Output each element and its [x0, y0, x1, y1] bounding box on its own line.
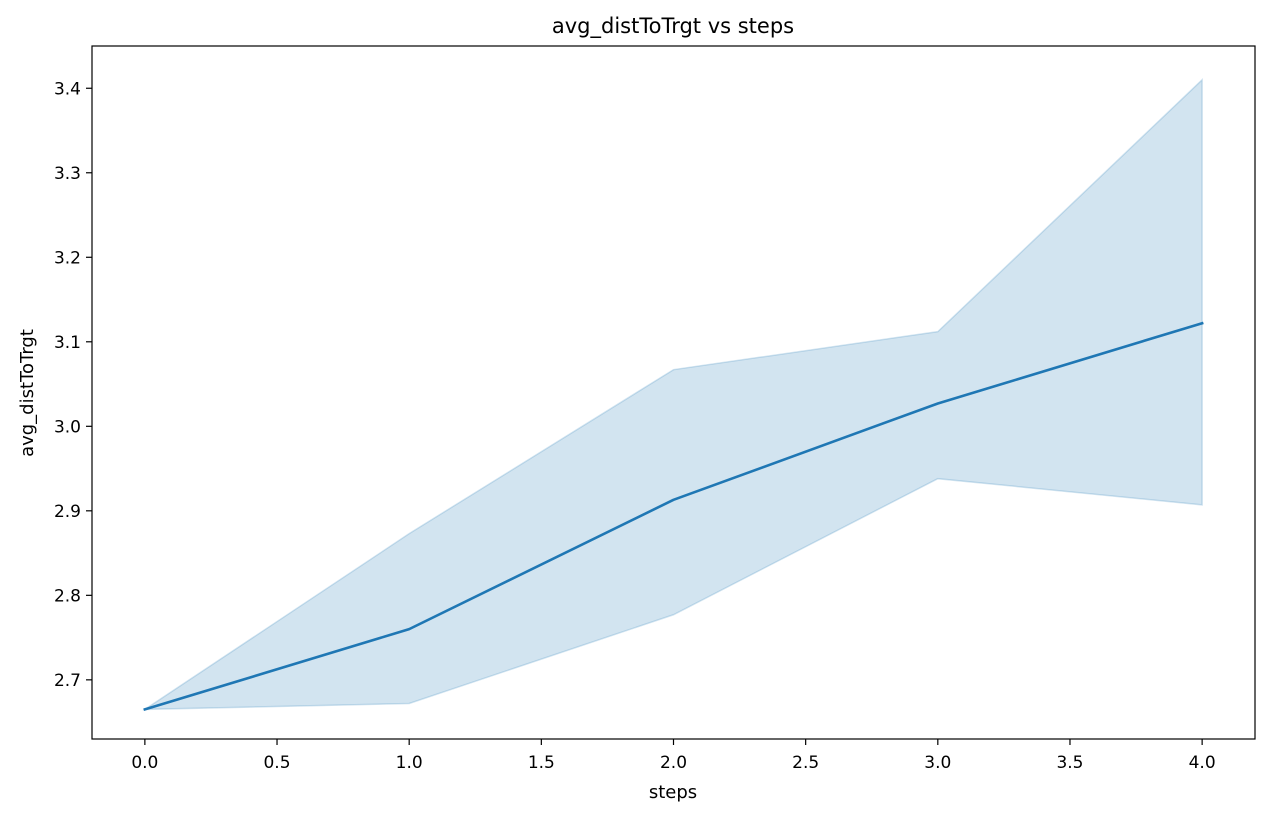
- y-tick-label: 2.7: [54, 671, 81, 691]
- y-axis-label: avg_distToTrgt: [17, 329, 38, 457]
- series-line: [143, 321, 1204, 712]
- x-tick-label: 2.5: [792, 753, 819, 773]
- plot-frame: [91, 45, 1256, 740]
- x-tick-label: 0.5: [263, 753, 290, 773]
- confidence-band: [142, 78, 1203, 711]
- y-axis-ticks: 2.7 2.8 2.9 3.0 3.1 3.2 3.3 3.4: [54, 79, 92, 691]
- x-tick-label: 1.5: [528, 753, 555, 773]
- x-axis-ticks: 0.0 0.5 1.0 1.5 2.0 2.5 3.0 3.5 4.0: [131, 739, 1216, 773]
- y-tick-label: 3.3: [54, 164, 81, 184]
- y-tick-label: 3.2: [54, 248, 81, 268]
- x-axis-label: steps: [649, 782, 697, 803]
- y-tick-label: 3.4: [54, 79, 81, 99]
- x-tick-label: 4.0: [1189, 753, 1216, 773]
- x-tick-label: 2.0: [660, 753, 687, 773]
- x-tick-label: 3.0: [924, 753, 951, 773]
- x-tick-label: 0.0: [131, 753, 158, 773]
- y-tick-label: 2.9: [54, 502, 81, 522]
- plot-area: [142, 78, 1204, 712]
- y-tick-label: 3.1: [54, 333, 81, 353]
- y-tick-label: 2.8: [54, 586, 81, 606]
- x-tick-label: 1.0: [396, 753, 423, 773]
- y-tick-label: 3.0: [54, 417, 81, 437]
- chart-title: avg_distToTrgt vs steps: [552, 14, 794, 39]
- x-tick-label: 3.5: [1056, 753, 1083, 773]
